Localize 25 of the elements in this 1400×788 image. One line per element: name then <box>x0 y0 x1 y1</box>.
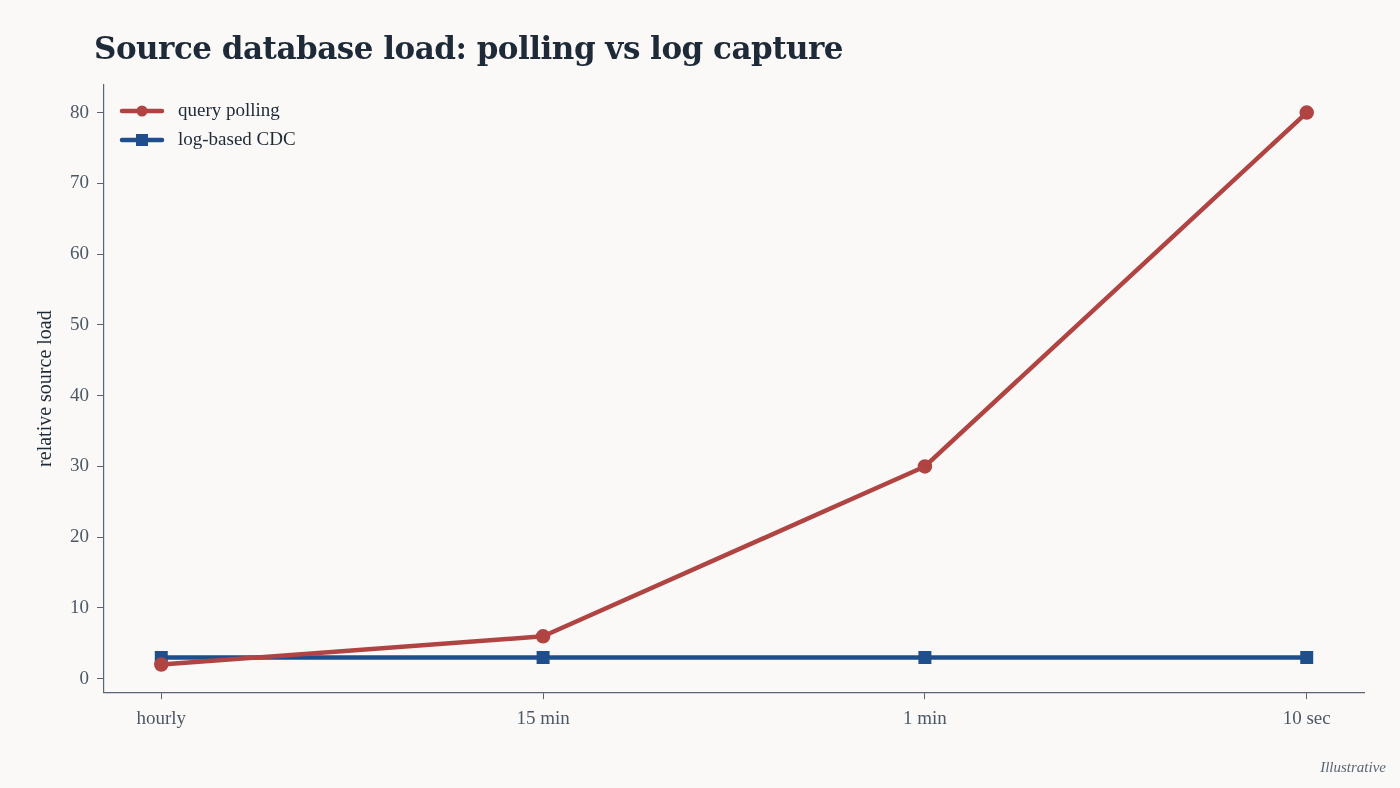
y-tick-label: 80 <box>70 100 89 122</box>
text: Illustrative <box>1320 759 1386 776</box>
point <box>917 459 933 474</box>
y-tick-label: 0 <box>79 666 89 688</box>
y-tick-label: 60 <box>70 242 89 264</box>
legend-label: log-based CDC <box>178 127 296 149</box>
y-axis-title: relative source load <box>33 310 56 467</box>
point <box>1300 651 1314 665</box>
point <box>536 651 550 665</box>
x-tick-label: hourly <box>136 706 187 728</box>
x-tick-label: 1 min <box>903 706 948 728</box>
y-tick-label: 10 <box>70 595 89 617</box>
legend-label: query polling <box>178 98 281 120</box>
x-tick-label: 10 sec <box>1282 706 1331 728</box>
y-tick-label: 50 <box>70 312 89 334</box>
y-tick-label: 30 <box>70 454 89 476</box>
y-tick-label: 70 <box>70 171 89 193</box>
point <box>535 629 551 644</box>
y-tick-label: 20 <box>70 525 89 547</box>
chart-title: Source database load: polling vs log capture <box>94 30 844 66</box>
y-tick-label: 40 <box>70 383 89 405</box>
point <box>1299 105 1314 120</box>
point <box>154 657 169 672</box>
point <box>918 651 932 665</box>
x-tick-label: 15 min <box>516 706 571 728</box>
